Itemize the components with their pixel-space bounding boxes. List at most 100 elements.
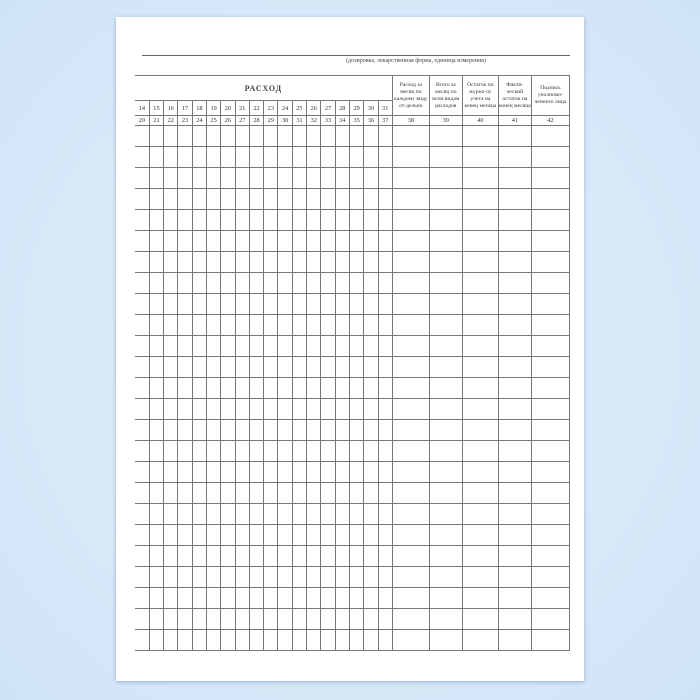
table-cell[interactable] [205, 545, 222, 567]
table-cell[interactable] [205, 587, 222, 609]
table-cell[interactable] [135, 356, 150, 378]
table-cell[interactable] [148, 272, 165, 294]
table-cell[interactable] [428, 356, 463, 378]
table-cell[interactable] [497, 272, 532, 294]
table-cell[interactable] [205, 125, 222, 147]
table-cell[interactable] [377, 188, 393, 210]
table-cell[interactable] [263, 167, 279, 189]
table-cell[interactable] [377, 335, 393, 357]
table-cell[interactable] [497, 461, 532, 483]
table-cell[interactable] [248, 629, 265, 651]
table-cell[interactable] [497, 524, 532, 546]
table-cell[interactable] [530, 335, 570, 357]
table-cell[interactable] [497, 377, 532, 399]
table-cell[interactable] [163, 335, 179, 357]
table-cell[interactable] [530, 167, 570, 189]
table-cell[interactable] [320, 272, 336, 294]
table-cell[interactable] [191, 482, 207, 504]
table-cell[interactable] [461, 587, 499, 609]
table-cell[interactable] [148, 608, 165, 630]
table-cell[interactable] [234, 440, 250, 462]
table-cell[interactable] [291, 335, 308, 357]
table-cell[interactable] [497, 587, 532, 609]
table-cell[interactable] [234, 419, 250, 441]
table-cell[interactable] [497, 335, 532, 357]
table-cell[interactable] [234, 587, 250, 609]
table-cell[interactable] [363, 314, 379, 336]
table-cell[interactable] [163, 587, 179, 609]
table-cell[interactable] [306, 146, 322, 168]
table-cell[interactable] [461, 608, 499, 630]
table-cell[interactable] [291, 230, 308, 252]
table-cell[interactable] [334, 398, 350, 420]
table-cell[interactable] [263, 440, 279, 462]
table-cell[interactable] [461, 125, 499, 147]
table-cell[interactable] [428, 314, 463, 336]
table-cell[interactable] [530, 377, 570, 399]
table-cell[interactable] [334, 545, 350, 567]
table-cell[interactable] [177, 146, 193, 168]
table-cell[interactable] [148, 167, 165, 189]
table-cell[interactable] [334, 188, 350, 210]
table-cell[interactable] [220, 629, 236, 651]
table-cell[interactable] [334, 482, 350, 504]
table-cell[interactable] [234, 314, 250, 336]
table-cell[interactable] [306, 167, 322, 189]
table-cell[interactable] [377, 272, 393, 294]
table-cell[interactable] [461, 167, 499, 189]
table-cell[interactable] [377, 314, 393, 336]
table-cell[interactable] [191, 167, 207, 189]
table-cell[interactable] [234, 377, 250, 399]
table-cell[interactable] [348, 545, 365, 567]
table-cell[interactable] [391, 209, 430, 231]
table-cell[interactable] [377, 503, 393, 525]
table-cell[interactable] [135, 293, 150, 315]
table-cell[interactable] [263, 482, 279, 504]
table-cell[interactable] [320, 503, 336, 525]
table-cell[interactable] [163, 419, 179, 441]
table-cell[interactable] [377, 461, 393, 483]
table-cell[interactable] [306, 419, 322, 441]
table-cell[interactable] [334, 629, 350, 651]
table-cell[interactable] [248, 335, 265, 357]
table-cell[interactable] [277, 566, 293, 588]
table-cell[interactable] [461, 545, 499, 567]
table-cell[interactable] [497, 629, 532, 651]
table-cell[interactable] [234, 524, 250, 546]
table-cell[interactable] [428, 398, 463, 420]
table-cell[interactable] [334, 209, 350, 231]
table-cell[interactable] [191, 608, 207, 630]
table-cell[interactable] [348, 293, 365, 315]
table-cell[interactable] [135, 314, 150, 336]
table-cell[interactable] [163, 440, 179, 462]
table-cell[interactable] [220, 230, 236, 252]
table-cell[interactable] [277, 629, 293, 651]
table-cell[interactable] [391, 167, 430, 189]
table-cell[interactable] [391, 566, 430, 588]
table-cell[interactable] [277, 230, 293, 252]
table-cell[interactable] [248, 293, 265, 315]
table-cell[interactable] [363, 482, 379, 504]
table-cell[interactable] [135, 230, 150, 252]
table-cell[interactable] [461, 335, 499, 357]
table-cell[interactable] [497, 545, 532, 567]
table-cell[interactable] [291, 398, 308, 420]
table-cell[interactable] [234, 482, 250, 504]
table-cell[interactable] [391, 398, 430, 420]
table-cell[interactable] [497, 503, 532, 525]
table-cell[interactable] [163, 293, 179, 315]
table-cell[interactable] [277, 419, 293, 441]
table-cell[interactable] [248, 125, 265, 147]
table-cell[interactable] [320, 482, 336, 504]
table-cell[interactable] [363, 335, 379, 357]
table-cell[interactable] [348, 209, 365, 231]
table-cell[interactable] [263, 335, 279, 357]
table-cell[interactable] [291, 251, 308, 273]
table-cell[interactable] [277, 125, 293, 147]
table-cell[interactable] [348, 461, 365, 483]
table-cell[interactable] [320, 545, 336, 567]
table-cell[interactable] [177, 440, 193, 462]
table-cell[interactable] [334, 524, 350, 546]
table-cell[interactable] [220, 146, 236, 168]
table-cell[interactable] [334, 146, 350, 168]
